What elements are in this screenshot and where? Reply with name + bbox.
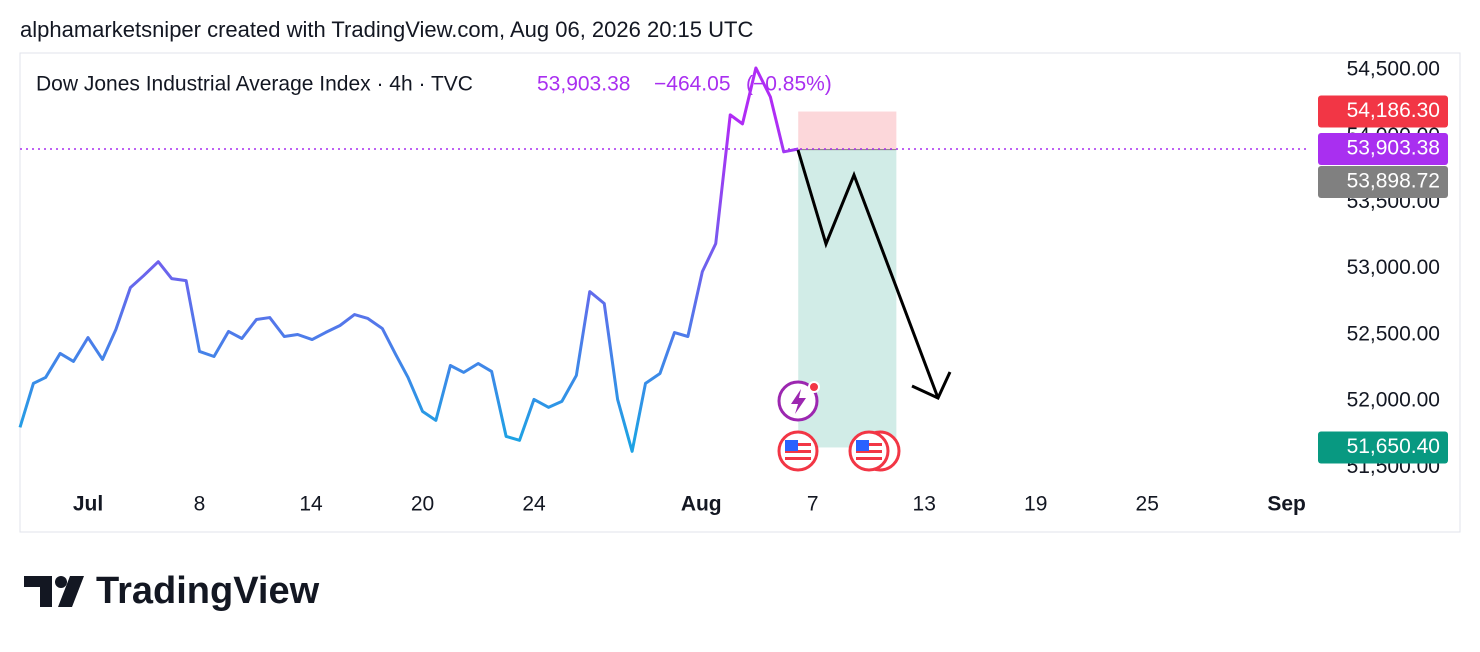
legend-price: 53,903.38: [537, 73, 630, 96]
x-tick-label: Jul: [73, 493, 103, 516]
x-tick-label: 8: [194, 493, 206, 516]
stop-zone: [798, 111, 897, 150]
price-label: 51,650.40: [1347, 435, 1440, 458]
price-label-box: [1318, 431, 1448, 464]
x-tick-label: 13: [913, 493, 936, 516]
legend-change-percent: (−0.85%): [746, 73, 832, 96]
x-tick-label: 7: [807, 493, 819, 516]
drawing-arrow: [796, 149, 940, 399]
chart-frame: [19, 52, 1461, 533]
header: alphamarketsniper created with TradingVi…: [20, 17, 753, 42]
y-tick-label: 53,000.00: [1347, 256, 1440, 279]
x-tick-label: 20: [411, 493, 434, 516]
plot: 54,500.0054,000.0053,500.0053,000.0052,5…: [18, 58, 1440, 516]
x-tick-label: 24: [522, 493, 546, 516]
price-line: [18, 66, 799, 453]
legend-change: −464.05: [654, 73, 731, 96]
y-tick-label: 52,000.00: [1347, 389, 1440, 412]
x-tick-label: 25: [1136, 493, 1159, 516]
legend: Dow Jones Industrial Average Index · 4h …: [36, 73, 832, 96]
price-label: 53,903.38: [1347, 137, 1440, 160]
x-tick-label: Aug: [681, 493, 722, 516]
arrow-head: [911, 371, 952, 400]
y-tick-label: 54,500.00: [1347, 58, 1440, 81]
brand: TradingView: [96, 570, 320, 612]
price-label: 54,186.30: [1347, 99, 1440, 122]
x-tick-label: Sep: [1267, 493, 1306, 516]
logo: [24, 576, 84, 607]
x-tick-label: 14: [299, 493, 323, 516]
x-tick-label: 19: [1024, 493, 1047, 516]
legend-title: Dow Jones Industrial Average Index · 4h …: [36, 73, 473, 96]
price-label-box: [1318, 166, 1448, 199]
y-tick-label: 52,500.00: [1347, 322, 1440, 345]
price-label-box: [1318, 133, 1448, 166]
event-icon[interactable]: [848, 430, 901, 472]
price-label-box: [1318, 95, 1448, 128]
price-label: 53,898.72: [1347, 170, 1440, 193]
event-icon[interactable]: [777, 430, 819, 472]
event-icon[interactable]: [777, 380, 820, 422]
